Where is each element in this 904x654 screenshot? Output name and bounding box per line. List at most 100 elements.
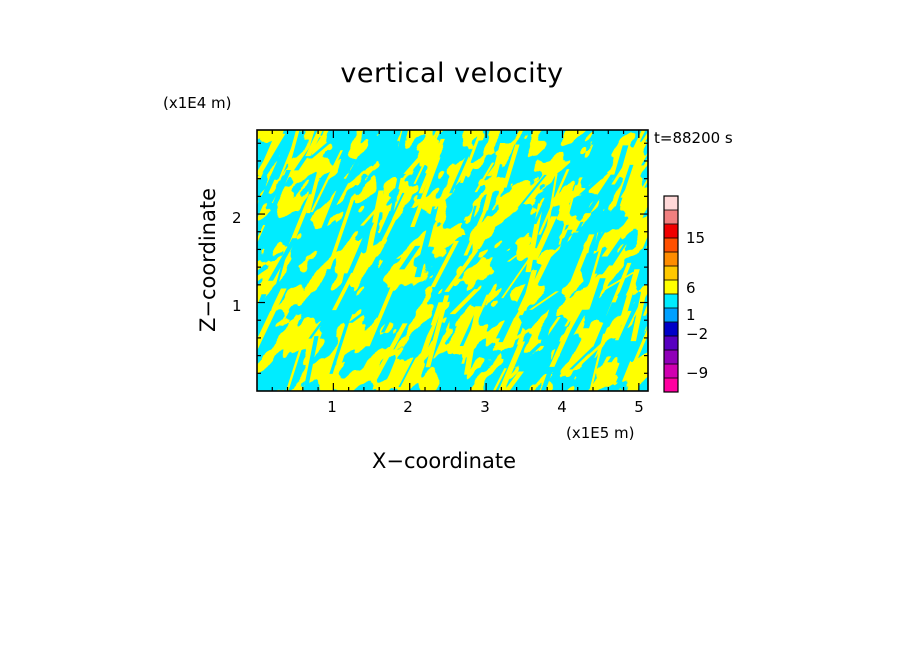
colorbar-swatch <box>664 280 678 295</box>
field-streak <box>579 130 604 178</box>
contour-field <box>217 129 698 391</box>
field-streak <box>538 169 570 235</box>
colorbar-tick-label: 6 <box>686 279 696 297</box>
time-label: t=88200 s <box>654 129 733 147</box>
field-streak <box>308 304 336 339</box>
field-streak <box>395 237 427 259</box>
field-streak <box>583 278 606 329</box>
field-streak <box>517 174 547 208</box>
field-streak <box>665 129 678 170</box>
field-streak <box>666 136 698 160</box>
field-streak <box>612 145 629 181</box>
colorbar-swatch <box>664 266 678 281</box>
field-streak <box>607 298 643 357</box>
field-streak <box>427 130 439 151</box>
field-streak <box>220 155 235 207</box>
field-streak <box>270 169 291 208</box>
field-streak <box>341 222 374 287</box>
field-streak <box>611 141 642 185</box>
field-streak <box>326 196 356 270</box>
field-streak <box>498 328 535 348</box>
field-streak <box>486 155 506 177</box>
field-streak <box>257 172 267 198</box>
field-streak <box>414 302 444 374</box>
field-streak <box>596 217 614 243</box>
field-streak <box>398 325 433 388</box>
colorbar-swatch <box>664 224 678 239</box>
field-streak <box>257 148 289 219</box>
x-tick-label: 1 <box>327 398 337 416</box>
field-streak <box>257 229 287 254</box>
colorbar-swatch <box>664 196 678 211</box>
field-streak <box>618 269 640 325</box>
field-streak <box>449 289 481 315</box>
field-streak <box>222 193 248 215</box>
field-streak <box>327 331 353 391</box>
field-streak <box>520 270 538 311</box>
field-streak <box>385 358 400 384</box>
field-streak <box>492 368 507 391</box>
colorbar-swatch <box>664 294 678 309</box>
colorbar-swatch <box>664 252 678 267</box>
field-streak <box>529 291 559 310</box>
field-streak <box>564 234 595 297</box>
field-streak <box>464 306 481 375</box>
field-streak <box>459 132 482 183</box>
field-streak <box>646 158 648 161</box>
field-streak <box>585 210 602 272</box>
field-streak <box>425 295 450 368</box>
field-streak <box>257 288 287 351</box>
x-axis-unit-label: (x1E5 m) <box>566 424 635 442</box>
z-tick-label: 1 <box>232 297 242 315</box>
field-streak <box>531 216 558 260</box>
colorbar-tick-label: 1 <box>686 306 696 324</box>
field-streak <box>257 133 286 176</box>
field-streak <box>433 188 449 210</box>
field-streak <box>601 272 636 291</box>
field-streak <box>365 286 395 347</box>
colorbar-tick-label: −2 <box>686 325 709 343</box>
field-streak <box>519 343 544 362</box>
x-tick-label: 5 <box>634 398 644 416</box>
field-streak <box>234 163 248 185</box>
colorbar-tick-label: 15 <box>686 229 706 247</box>
field-streak <box>502 309 530 378</box>
field-streak <box>348 300 383 323</box>
field-streak <box>607 332 632 363</box>
field-streak <box>224 278 249 296</box>
field-streak <box>376 210 395 240</box>
field-streak <box>449 152 471 194</box>
field-streak <box>620 153 648 198</box>
field-streak <box>441 235 468 296</box>
field-streak <box>278 140 297 181</box>
x-tick-label: 3 <box>480 398 490 416</box>
field-streak <box>502 144 520 188</box>
colorbar-swatch <box>664 322 678 337</box>
z-tick-label: 2 <box>232 209 242 227</box>
field-streak <box>285 345 303 391</box>
field-streak <box>414 206 439 278</box>
field-streak <box>569 346 596 370</box>
colorbar-swatch <box>664 308 678 323</box>
field-streak <box>403 142 437 174</box>
field-streak <box>332 272 356 311</box>
colorbar-swatch <box>664 378 678 393</box>
field-streak <box>308 131 344 159</box>
field-streak <box>548 232 579 285</box>
field-streak <box>217 356 246 390</box>
field-streak <box>589 333 606 391</box>
field-streak <box>564 273 598 327</box>
field-streak <box>360 203 384 226</box>
field-streak <box>257 224 266 244</box>
field-streak <box>444 250 479 292</box>
field-streak <box>305 130 323 157</box>
field-streak <box>257 294 267 320</box>
field-streak <box>218 302 247 368</box>
field-streak <box>495 311 515 339</box>
field-streak <box>329 311 353 374</box>
field-streak <box>257 205 259 208</box>
colorbar-swatch <box>664 210 678 225</box>
field-streak <box>462 205 477 251</box>
field-streak <box>614 310 632 341</box>
